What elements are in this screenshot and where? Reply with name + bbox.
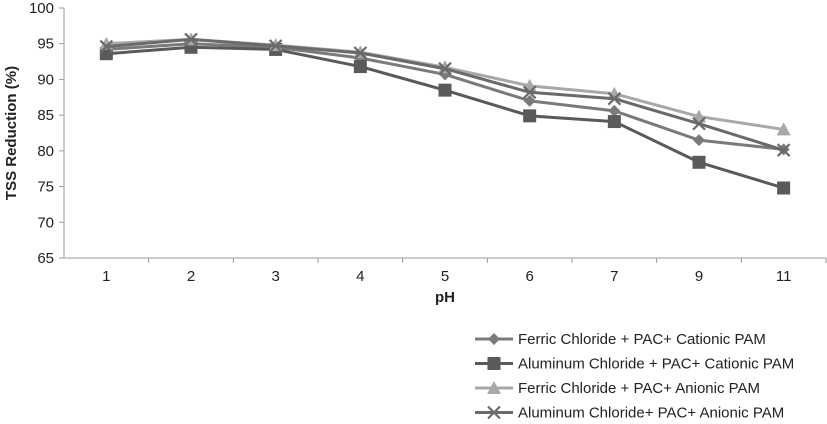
data-point-diamond	[608, 104, 621, 117]
data-point-x	[522, 85, 537, 100]
legend-marker-diamond	[488, 333, 500, 345]
data-point-x	[184, 32, 198, 47]
plot-area: 65 70 75 80 85 90 95 100 1 2 3 4 5 6 7 9 11	[29, 0, 827, 285]
x-axis-ticks: 1 2 3 4 5 6 7 9 11	[102, 258, 827, 285]
data-point-square	[438, 83, 452, 97]
x-tick-label: 6	[525, 268, 533, 285]
legend-label: Aluminum Chloride+ PAC+ Anionic PAM	[518, 405, 784, 422]
series-layer	[99, 32, 791, 195]
y-axis-ticks: 65 70 75 80 85 90 95 100	[29, 0, 64, 267]
series-2	[99, 40, 791, 195]
legend-item: Aluminum Chloride + PAC+ Cationic PAM	[475, 356, 794, 373]
data-point-x	[353, 46, 368, 60]
legend-marker-square	[487, 357, 501, 370]
legend-item: Ferric Chloride + PAC+ Cationic PAM	[475, 331, 766, 348]
x-tick-label: 11	[776, 268, 792, 285]
y-tick-label: 80	[37, 143, 54, 160]
data-point-x	[438, 61, 452, 76]
x-tick-label: 3	[271, 268, 279, 285]
legend-label: Aluminum Chloride + PAC+ Cationic PAM	[518, 356, 794, 373]
data-point-x	[99, 39, 114, 54]
y-tick-label: 70	[37, 214, 54, 231]
data-point-diamond	[523, 94, 536, 107]
data-point-x	[776, 143, 791, 157]
x-tick-label: 2	[187, 268, 195, 285]
legend: Ferric Chloride + PAC+ Cationic PAM Alumi…	[475, 331, 794, 422]
y-axis-title: TSS Reduction (%)	[3, 66, 20, 200]
data-point-triangle	[776, 122, 791, 136]
data-point-x	[607, 91, 622, 106]
data-point-diamond	[693, 134, 705, 147]
y-tick-label: 90	[37, 71, 54, 88]
x-tick-label: 5	[441, 268, 449, 285]
series-4	[99, 32, 791, 157]
data-point-square	[607, 115, 621, 129]
legend-marker-triangle	[487, 381, 501, 394]
x-axis-title: pH	[435, 289, 455, 306]
data-point-square	[353, 60, 367, 74]
x-tick-label: 1	[102, 268, 110, 285]
x-tick-label: 4	[356, 268, 364, 285]
y-tick-label: 95	[37, 36, 54, 53]
legend-item: Aluminum Chloride+ PAC+ Anionic PAM	[475, 405, 784, 422]
x-tick-label: 9	[695, 268, 703, 285]
data-point-square	[523, 109, 537, 123]
y-tick-label: 85	[37, 107, 54, 124]
data-point-square	[692, 155, 706, 169]
legend-item: Ferric Chloride + PAC+ Anionic PAM	[475, 380, 760, 397]
y-tick-label: 65	[37, 250, 54, 267]
x-tick-label: 7	[610, 268, 618, 285]
legend-label: Ferric Chloride + PAC+ Anionic PAM	[518, 380, 760, 397]
data-point-square	[777, 181, 791, 195]
y-tick-label: 100	[29, 0, 54, 17]
legend-label: Ferric Chloride + PAC+ Cationic PAM	[518, 331, 766, 348]
legend-marker-x	[487, 405, 501, 420]
data-point-x	[268, 39, 283, 53]
data-point-x	[692, 116, 706, 131]
y-tick-label: 75	[37, 179, 54, 196]
